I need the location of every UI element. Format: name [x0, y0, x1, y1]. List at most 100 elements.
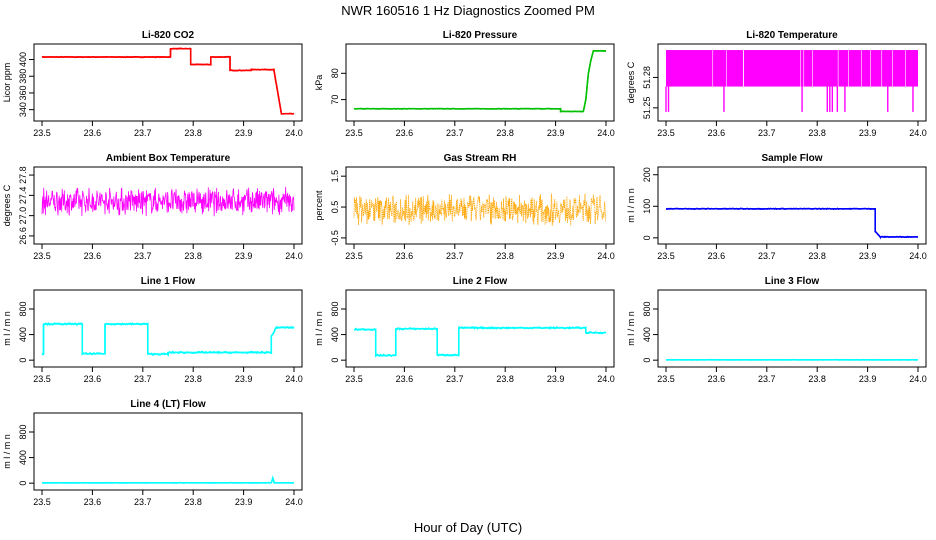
panel-4: Gas Stream RH percent 23.5 23.6 23.7 23.8 23.9… [314, 153, 615, 261]
y-tick-label: 800 [18, 424, 28, 439]
y-tick-label: 70 [330, 95, 340, 105]
data-line [353, 49, 606, 113]
y-tick-label: 51.28 [642, 66, 652, 89]
x-tick-label: 23.7 [134, 251, 152, 261]
y-tick-label: 400 [330, 327, 340, 342]
panel-2: Li-820 Temperature degrees C 23.5 23.6 23.7 2… [626, 30, 927, 138]
y-tick-label: 0 [18, 481, 28, 486]
x-tick-label: 24.0 [597, 128, 615, 138]
x-tick-label: 24.0 [909, 251, 927, 261]
x-tick-label: 23.6 [708, 128, 726, 138]
x-tick-label: 23.9 [859, 374, 877, 384]
y-tick-label: 0 [18, 358, 28, 363]
y-tick-label: 0 [642, 358, 652, 363]
x-tick-label: 24.0 [909, 374, 927, 384]
panel-0: Li-820 CO2 Licor ppm 23.5 23.6 23.7 23.8 23.9 2… [2, 30, 303, 138]
data-step-line [42, 48, 294, 115]
x-tick-label: 23.5 [33, 251, 51, 261]
x-tick-label: 24.0 [597, 251, 615, 261]
y-tick-label: 0 [330, 358, 340, 363]
x-tick-label: 23.5 [345, 251, 363, 261]
plot-frame [33, 412, 303, 491]
panel-9: Line 4 (LT) Flow m l / m n 23.5 23.6 23.7 23.… [2, 399, 303, 507]
y-tick-label: 0.5 [330, 201, 340, 214]
y-axis-label: percent [314, 190, 324, 221]
x-tick-label: 23.6 [84, 497, 102, 507]
x-tick-label: 24.0 [285, 251, 303, 261]
x-tick-label: 23.7 [446, 251, 464, 261]
x-tick-label: 24.0 [285, 497, 303, 507]
panel-title: Line 2 Flow [453, 276, 508, 287]
y-tick-label: 0 [642, 235, 652, 240]
y-tick-label: 27.0 [18, 207, 28, 225]
x-tick-label: 24.0 [909, 128, 927, 138]
plot-frame [33, 289, 303, 368]
plot-frame [345, 166, 615, 245]
x-tick-label: 24.0 [285, 374, 303, 384]
x-tick-label: 23.8 [808, 374, 826, 384]
x-tick-label: 23.5 [33, 374, 51, 384]
y-tick-label: 200 [642, 167, 652, 182]
x-tick-label: 23.9 [547, 251, 565, 261]
y-tick-label: 27.4 [18, 187, 28, 205]
y-tick-label: 27.8 [18, 166, 28, 184]
plot-frame [345, 289, 615, 368]
x-tick-label: 23.8 [496, 128, 514, 138]
y-axis-label: Licor ppm [2, 63, 12, 103]
x-tick-label: 23.8 [808, 251, 826, 261]
plot-frame [345, 43, 615, 122]
x-tick-label: 23.6 [84, 128, 102, 138]
x-tick-label: 23.5 [345, 128, 363, 138]
x-tick-label: 24.0 [597, 374, 615, 384]
y-tick-label: 800 [330, 301, 340, 316]
plot-frame [33, 43, 303, 122]
figure-title: NWR 160516 1 Hz Diagnostics Zoomed PM [341, 3, 595, 18]
x-tick-label: 23.7 [134, 128, 152, 138]
panel-3: Ambient Box Temperature degrees C 23.5 23.6… [2, 153, 303, 261]
data-line [41, 186, 295, 217]
y-tick-label: 340 [18, 102, 28, 117]
data-line [41, 321, 295, 357]
y-tick-label: 380 [18, 69, 28, 84]
x-tick-label: 23.9 [235, 497, 253, 507]
panel-5: Sample Flow m l / m n 23.5 23.6 23.7 23.8 23.9… [626, 153, 927, 261]
data-step-line [42, 323, 294, 355]
y-axis-label: degrees C [2, 184, 12, 226]
x-tick-label: 23.9 [547, 128, 565, 138]
x-tick-label: 23.8 [496, 251, 514, 261]
panel-title: Li-820 Pressure [443, 30, 518, 41]
x-tick-label: 23.9 [235, 128, 253, 138]
panel-title: Line 4 (LT) Flow [130, 399, 206, 410]
x-tick-label: 23.6 [396, 374, 414, 384]
x-tick-label: 23.5 [657, 128, 675, 138]
x-tick-label: 23.7 [446, 128, 464, 138]
x-tick-label: 23.8 [184, 374, 202, 384]
data-line [665, 207, 919, 240]
x-tick-label: 23.9 [859, 128, 877, 138]
data-step-line [42, 475, 294, 484]
x-tick-label: 23.5 [657, 374, 675, 384]
x-tick-label: 23.9 [235, 374, 253, 384]
y-axis-label: m l / m n [2, 311, 12, 346]
panel-8: Line 3 Flow m l / m n 23.5 23.6 23.7 23.8 23.9… [626, 276, 927, 384]
data-line [354, 325, 607, 358]
panel-title: Ambient Box Temperature [106, 153, 231, 164]
y-tick-label: 800 [18, 301, 28, 316]
x-tick-label: 23.6 [708, 374, 726, 384]
y-tick-label: -0.5 [330, 230, 340, 246]
plot-frame [657, 43, 927, 122]
data-line [41, 47, 295, 115]
y-tick-label: 100 [642, 199, 652, 214]
plot-frame [657, 289, 927, 368]
y-tick-label: 51.25 [642, 97, 652, 120]
panel-title: Li-820 CO2 [142, 30, 195, 41]
y-axis-label: m l / m n [2, 434, 12, 469]
x-tick-label: 23.5 [33, 497, 51, 507]
plot-frame [33, 166, 303, 245]
panel-1: Li-820 Pressure kPa 23.5 23.6 23.7 23.8 23.9 24… [314, 30, 615, 138]
panel-7: Line 2 Flow m l / m n 23.5 23.6 23.7 23.8 23.9… [314, 276, 615, 384]
y-tick-label: 400 [18, 327, 28, 342]
x-tick-label: 23.6 [708, 251, 726, 261]
data-step-line [666, 208, 918, 238]
